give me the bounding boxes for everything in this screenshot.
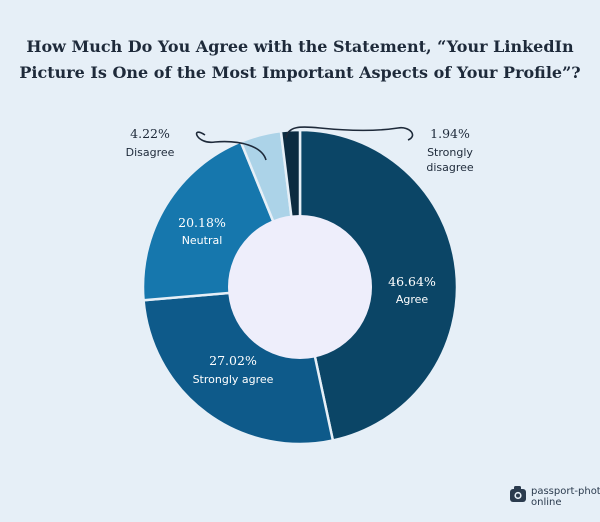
watermark-line-2: online	[531, 497, 562, 508]
agree-value: 46.64%	[388, 274, 436, 289]
chart-title-line-2: Picture Is One of the Most Important Asp…	[19, 63, 580, 82]
strongly-disagree-callout-line	[285, 126, 414, 141]
disagree-callout-line	[195, 131, 267, 161]
watermark-line-1: passport-photo	[531, 486, 600, 497]
chart-title-line-1: How Much Do You Agree with the Statement…	[26, 37, 574, 56]
disagree-value: 4.22%	[130, 126, 170, 141]
watermark: passport-photo online	[510, 486, 600, 508]
neutral-label: Neutral	[182, 234, 223, 247]
agree-label: Agree	[396, 293, 429, 306]
strongly-agree-label: Strongly agree	[193, 373, 274, 386]
donut-hole	[228, 215, 372, 359]
strongly-disagree-label-1: Strongly	[427, 146, 473, 159]
strongly-agree-value: 27.02%	[209, 353, 257, 368]
strongly-disagree-label-2: disagree	[426, 161, 474, 174]
camera-icon	[510, 486, 526, 502]
disagree-label: Disagree	[126, 146, 175, 159]
slice-agree	[298, 128, 459, 442]
neutral-value: 20.18%	[178, 215, 226, 230]
strongly-disagree-value: 1.94%	[430, 126, 470, 141]
